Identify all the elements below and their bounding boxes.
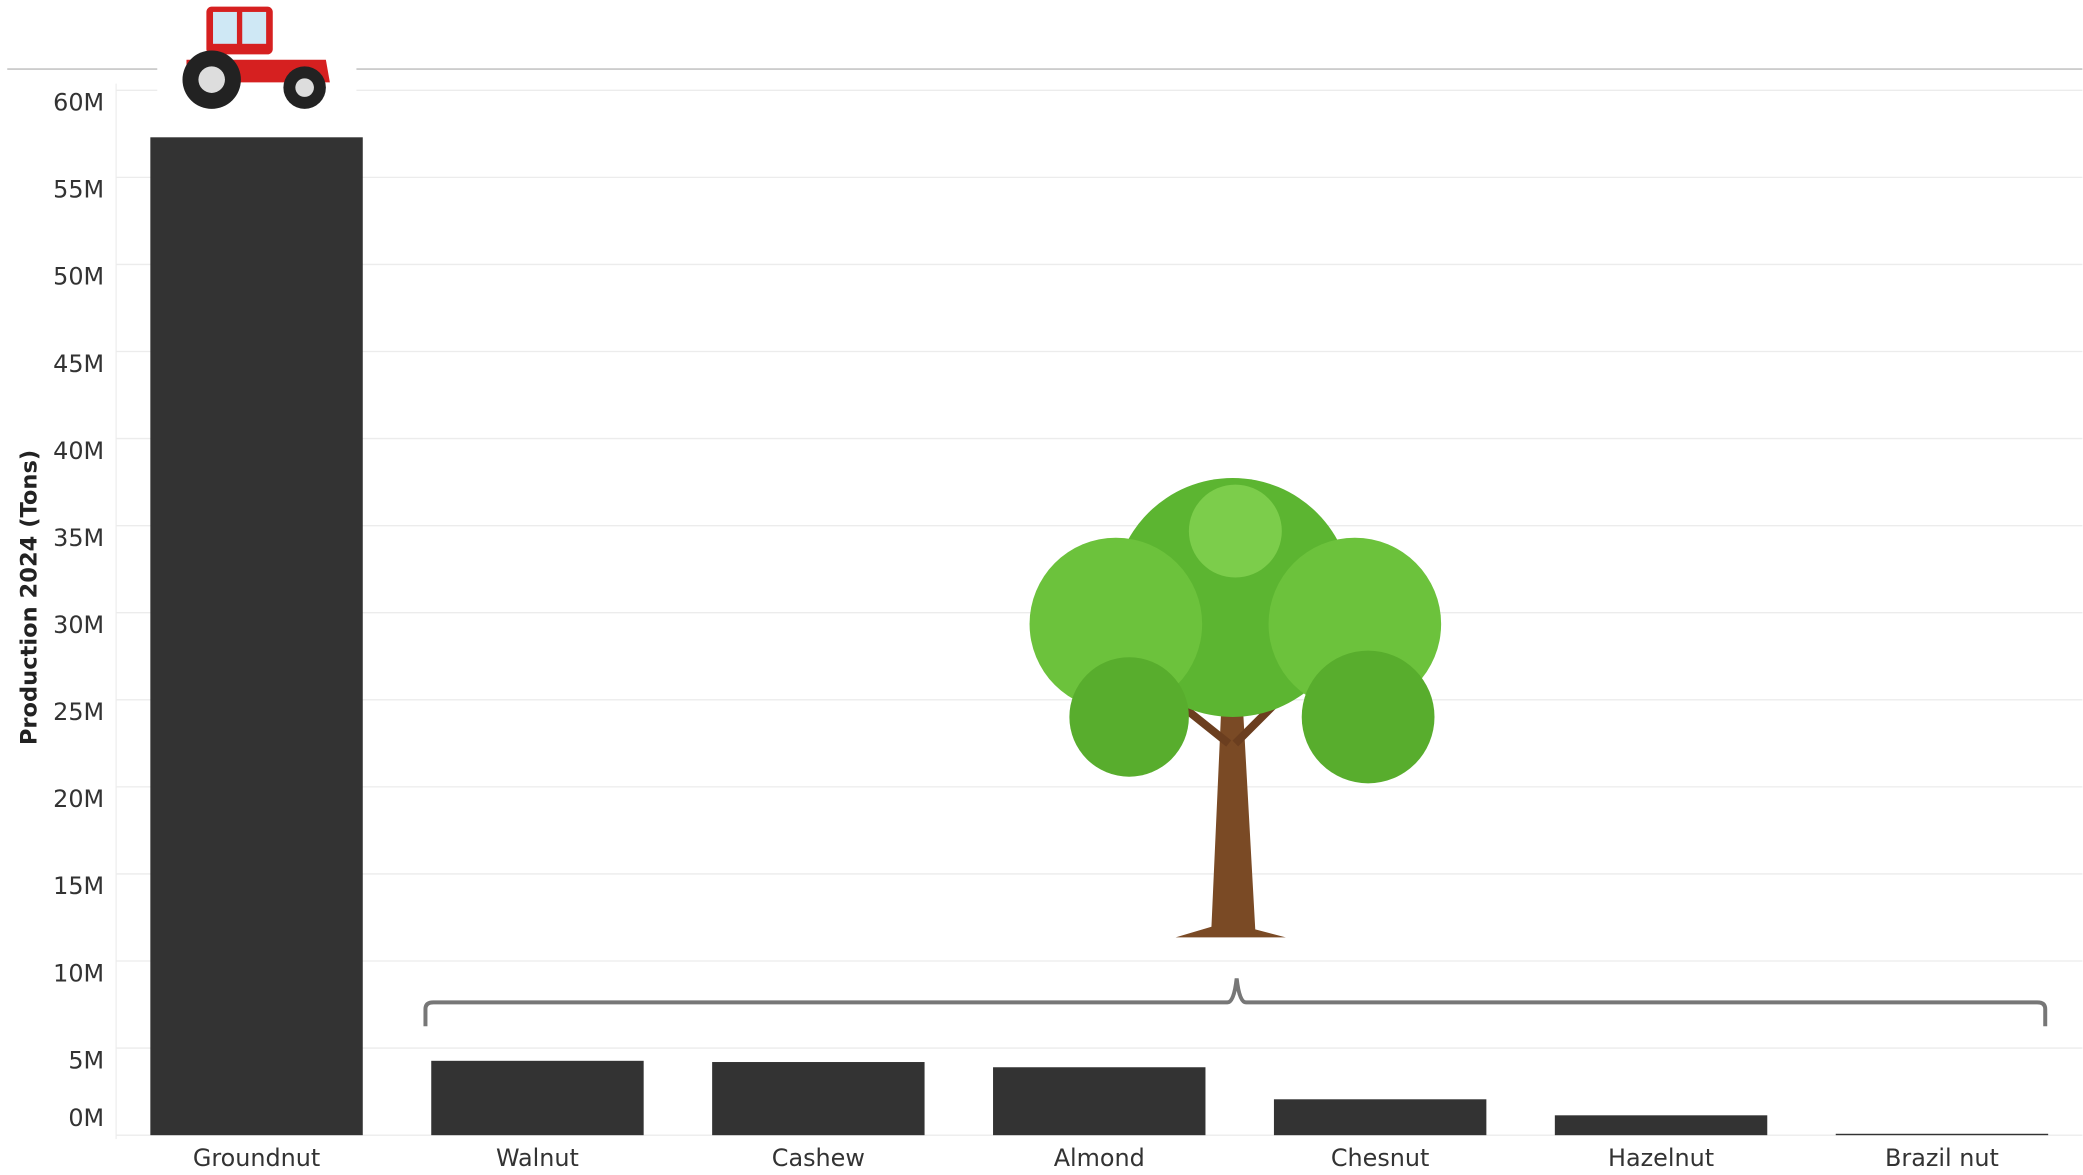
- y-axis-title: Production 2024 (Tons): [16, 450, 42, 745]
- y-tick-label: 50M: [53, 263, 104, 291]
- y-tick-label: 5M: [68, 1046, 104, 1074]
- y-tick-label: 55M: [53, 176, 104, 204]
- bar: [712, 1062, 925, 1136]
- y-tick-label: 20M: [53, 785, 104, 813]
- x-tick-label: Almond: [1054, 1144, 1145, 1172]
- y-tick-label: 0M: [68, 1104, 104, 1132]
- tractor-icon: [157, 6, 357, 117]
- bar: [150, 137, 363, 1136]
- x-tick-label: Chesnut: [1331, 1144, 1430, 1172]
- x-tick-label: Groundnut: [193, 1144, 320, 1172]
- y-tick-label: 15M: [53, 872, 104, 900]
- x-tick-label: Brazil nut: [1885, 1144, 1999, 1172]
- bar: [1273, 1099, 1487, 1136]
- bar: [1554, 1115, 1768, 1136]
- y-tick-label: 40M: [53, 437, 104, 465]
- bars: [150, 137, 2049, 1136]
- x-tick-label: Hazelnut: [1608, 1144, 1714, 1172]
- bar: [993, 1067, 1206, 1136]
- y-tick-label: 35M: [53, 524, 104, 552]
- x-tick-label: Cashew: [772, 1144, 865, 1172]
- bar: [1835, 1133, 2049, 1136]
- y-tick-label: 30M: [53, 611, 104, 639]
- y-tick-label: 10M: [53, 959, 104, 987]
- bar: [431, 1060, 644, 1136]
- bracket: [423, 978, 2048, 1027]
- y-tick-label: 25M: [53, 698, 104, 726]
- y-tick-label: 45M: [53, 350, 104, 378]
- y-tick-label: 60M: [53, 89, 104, 117]
- tree-icon: [1029, 477, 1442, 938]
- x-tick-label: Walnut: [496, 1144, 579, 1172]
